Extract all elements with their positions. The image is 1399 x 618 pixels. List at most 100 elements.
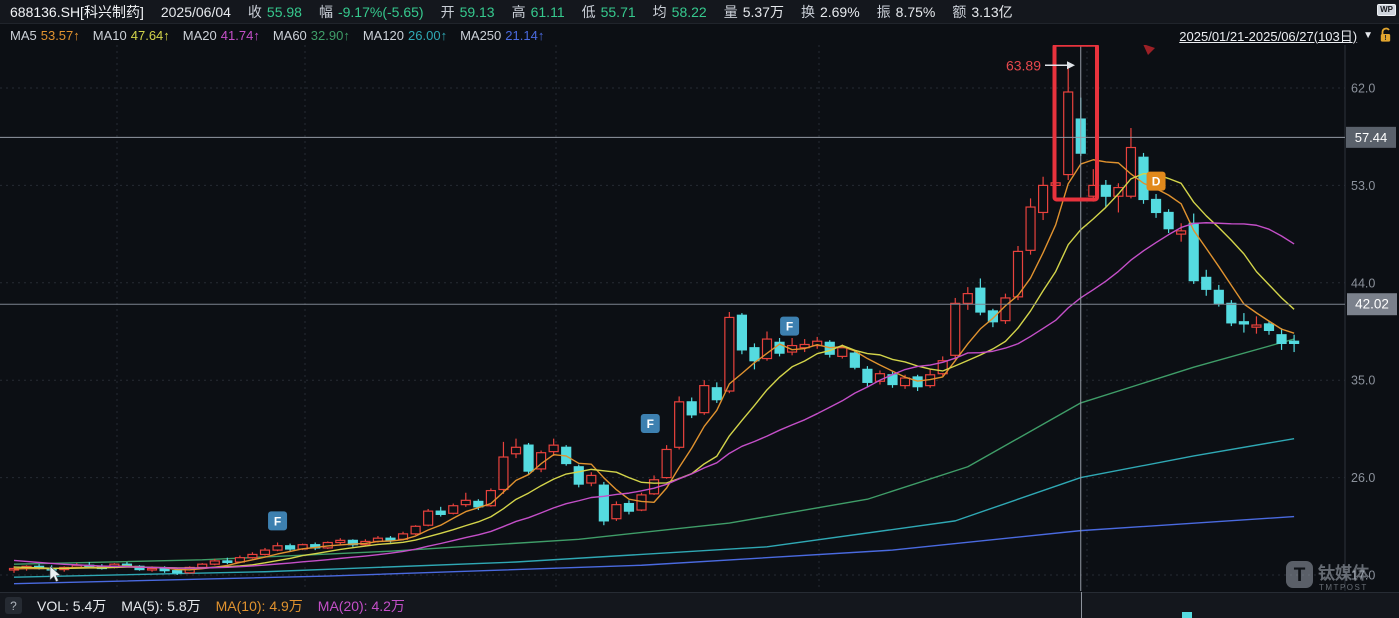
candle[interactable] — [736, 313, 748, 355]
field-high: 高 61.11 — [511, 3, 565, 20]
candle[interactable] — [498, 441, 509, 494]
candle[interactable] — [1263, 320, 1275, 335]
ma-legend-bar: MA5 53.57↑ MA10 47.64↑ MA20 41.74↑ MA60 32.9… — [0, 25, 1399, 45]
candle[interactable] — [749, 343, 760, 370]
candle[interactable] — [862, 366, 873, 387]
candle[interactable] — [573, 464, 584, 488]
quote-date: 2025/06/04 — [160, 3, 231, 20]
field-change: 幅 -9.17%(-5.65) — [318, 3, 424, 20]
help-icon[interactable]: ? — [5, 597, 22, 614]
candle[interactable] — [448, 503, 459, 515]
candle[interactable] — [786, 337, 798, 356]
candle[interactable] — [1113, 183, 1124, 213]
svg-text:F: F — [786, 320, 793, 334]
candle[interactable] — [335, 538, 346, 545]
date-range-selector[interactable]: 2025/01/21-2025/06/27(103日) ▼ ! — [1179, 26, 1393, 45]
candle[interactable] — [1037, 176, 1049, 221]
ma5-line — [13, 159, 1295, 571]
ma120-legend: MA120 26.00↑ — [362, 27, 448, 43]
candle[interactable] — [724, 312, 735, 394]
candle[interactable] — [247, 552, 258, 559]
ma250-line — [13, 515, 1295, 585]
candle[interactable] — [460, 492, 471, 507]
candle[interactable] — [1125, 128, 1137, 199]
candle[interactable] — [134, 565, 145, 571]
candle[interactable] — [1012, 246, 1024, 301]
candle[interactable] — [347, 539, 358, 547]
field-open: 开 59.13 — [440, 3, 495, 20]
candle[interactable] — [1213, 284, 1224, 307]
candle[interactable] — [623, 500, 635, 515]
candle[interactable] — [711, 382, 722, 403]
candle[interactable] — [674, 396, 685, 450]
candle[interactable] — [975, 278, 986, 316]
candle[interactable] — [285, 543, 296, 552]
candle[interactable] — [272, 542, 283, 552]
candle[interactable] — [1288, 334, 1300, 353]
candle[interactable] — [1025, 198, 1036, 255]
candle[interactable] — [912, 374, 923, 392]
candle[interactable] — [310, 542, 321, 551]
candle[interactable] — [648, 475, 660, 495]
cursor-arrow-icon — [49, 565, 62, 583]
last-price-tag — [1347, 293, 1397, 316]
candle[interactable] — [510, 438, 522, 459]
candle[interactable] — [661, 445, 672, 479]
field-close: 收 55.98 — [247, 3, 302, 20]
chevron-down-icon[interactable]: ▼ — [1363, 29, 1373, 41]
candle[interactable] — [1100, 179, 1111, 208]
kline-chart[interactable]: 62.0 53.0 44.0 35.0 26.0 17.0 42.02 57.44 F F F D 63… — [0, 45, 1399, 592]
candle[interactable] — [699, 380, 710, 415]
candle[interactable] — [598, 481, 609, 526]
candle[interactable] — [1063, 67, 1074, 180]
candlestick-series[interactable] — [8, 67, 1300, 575]
ma250-legend: MA250 21.14↑ — [460, 27, 545, 43]
candle[interactable] — [1251, 316, 1262, 334]
vol-field: VOL: 5.4万 — [37, 597, 107, 614]
event-badge-f[interactable]: F — [780, 316, 800, 336]
highlight-rectangle — [1052, 45, 1099, 202]
price-tick-label: 44.0 — [1351, 276, 1375, 290]
candle[interactable] — [1201, 269, 1212, 296]
candle[interactable] — [410, 525, 421, 535]
candle[interactable] — [548, 438, 559, 456]
candle[interactable] — [423, 508, 434, 527]
candle[interactable] — [586, 472, 597, 487]
candle[interactable] — [1163, 209, 1174, 234]
candle[interactable] — [259, 547, 271, 556]
quote-info-bar: 688136.SH[科兴制药] 2025/06/04 收 55.98 幅 -9.17… — [0, 0, 1399, 24]
ma20-legend: MA20 41.74↑ — [182, 27, 260, 43]
candle[interactable] — [1238, 313, 1250, 333]
candle[interactable] — [523, 442, 534, 475]
date-range-label[interactable]: 2025/01/21-2025/06/27(103日) — [1179, 28, 1358, 44]
crosshair-price-label: 57.44 — [1355, 130, 1388, 145]
candle[interactable] — [686, 397, 697, 419]
event-badge-d[interactable]: D — [1146, 171, 1166, 191]
candle[interactable] — [761, 331, 773, 361]
candle[interactable] — [812, 336, 823, 349]
candle[interactable] — [1276, 328, 1287, 350]
event-badge-f[interactable]: F — [268, 511, 288, 531]
candle[interactable] — [209, 558, 220, 566]
crosshair-vertical-extension — [1081, 592, 1082, 618]
field-low: 低 55.71 — [581, 3, 636, 20]
candle[interactable] — [799, 339, 810, 353]
candle[interactable] — [1150, 194, 1162, 218]
lock-open-icon[interactable]: ! — [1379, 27, 1393, 43]
candle[interactable] — [435, 506, 446, 517]
candle[interactable] — [937, 356, 948, 376]
candle[interactable] — [611, 501, 622, 521]
price-tick-label: 53.0 — [1351, 179, 1375, 193]
field-amplitude: 振 8.75% — [876, 3, 936, 20]
candle[interactable] — [950, 297, 961, 360]
candle[interactable] — [962, 287, 973, 310]
price-tick-label: 26.0 — [1351, 471, 1375, 485]
candle[interactable] — [1176, 223, 1187, 242]
event-badge-f[interactable]: F — [640, 413, 660, 433]
field-turnover: 换 2.69% — [800, 3, 860, 20]
callout-arrowhead — [1067, 61, 1075, 70]
candle[interactable] — [222, 557, 233, 565]
candle[interactable] — [849, 350, 860, 370]
wp-badge[interactable]: WP — [1377, 4, 1396, 16]
ma120-line — [13, 437, 1295, 578]
